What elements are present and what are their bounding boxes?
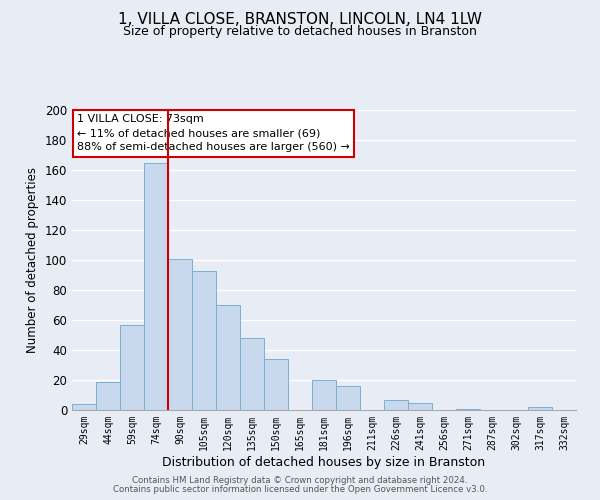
Bar	[528, 407, 552, 410]
Bar	[168, 258, 192, 410]
Bar	[72, 404, 96, 410]
X-axis label: Distribution of detached houses by size in Branston: Distribution of detached houses by size …	[163, 456, 485, 468]
Bar	[192, 270, 216, 410]
Bar	[216, 305, 240, 410]
Bar	[312, 380, 336, 410]
Y-axis label: Number of detached properties: Number of detached properties	[26, 167, 39, 353]
Bar	[144, 162, 168, 410]
Text: 1, VILLA CLOSE, BRANSTON, LINCOLN, LN4 1LW: 1, VILLA CLOSE, BRANSTON, LINCOLN, LN4 1…	[118, 12, 482, 28]
Bar	[264, 359, 288, 410]
Bar	[456, 408, 480, 410]
Text: Size of property relative to detached houses in Branston: Size of property relative to detached ho…	[123, 25, 477, 38]
Text: 1 VILLA CLOSE: 73sqm
← 11% of detached houses are smaller (69)
88% of semi-detac: 1 VILLA CLOSE: 73sqm ← 11% of detached h…	[77, 114, 350, 152]
Bar	[120, 324, 144, 410]
Bar	[96, 382, 120, 410]
Text: Contains public sector information licensed under the Open Government Licence v3: Contains public sector information licen…	[113, 485, 487, 494]
Bar	[336, 386, 360, 410]
Bar	[408, 402, 432, 410]
Bar	[384, 400, 408, 410]
Bar	[240, 338, 264, 410]
Text: Contains HM Land Registry data © Crown copyright and database right 2024.: Contains HM Land Registry data © Crown c…	[132, 476, 468, 485]
